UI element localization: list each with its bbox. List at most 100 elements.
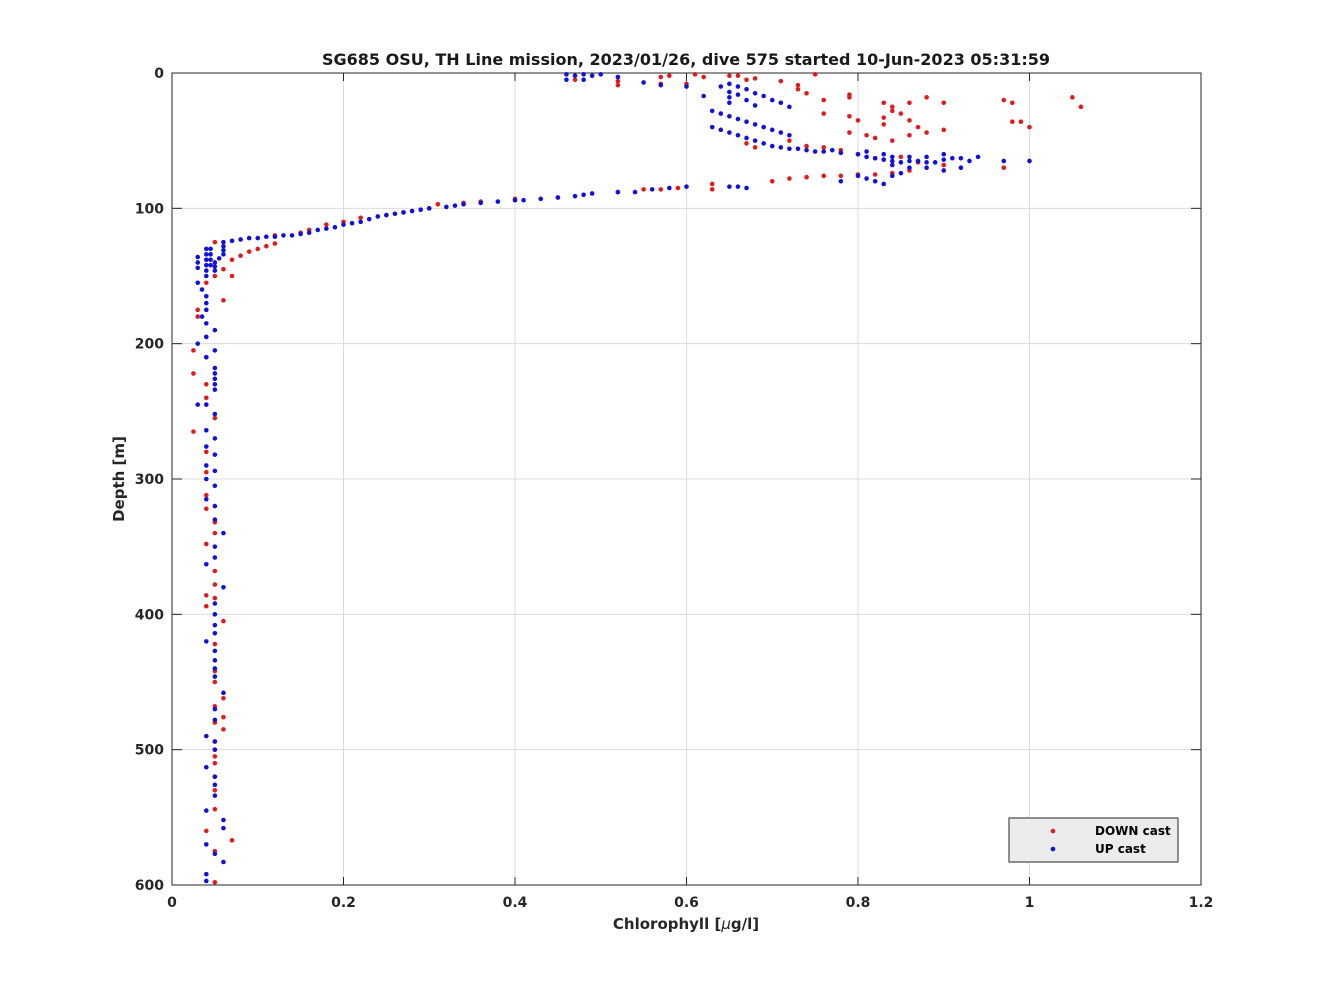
- up-cast-point: [461, 201, 466, 207]
- up-cast-point: [375, 214, 381, 219]
- up-cast-point: [221, 584, 226, 590]
- up-cast-point: [212, 747, 218, 752]
- down-cast-point: [615, 78, 621, 84]
- legend-label-up: UP cast: [1095, 842, 1146, 856]
- down-cast-point: [709, 181, 715, 187]
- up-cast-point: [718, 84, 724, 89]
- up-cast-point: [204, 246, 209, 252]
- down-cast-point: [1018, 119, 1024, 125]
- down-cast-point: [212, 595, 218, 601]
- up-cast-point: [212, 658, 218, 663]
- up-cast-point: [890, 162, 895, 168]
- down-cast-point: [855, 118, 861, 123]
- up-cast-point: [272, 234, 278, 240]
- down-cast-point: [204, 492, 209, 498]
- up-cast-point: [735, 116, 741, 122]
- down-cast-point: [812, 72, 818, 77]
- down-cast-point: [787, 176, 792, 181]
- up-cast-point: [204, 427, 209, 433]
- up-cast-point: [564, 77, 569, 83]
- down-cast-point: [204, 449, 209, 455]
- down-cast-point: [744, 77, 749, 83]
- up-cast-point: [349, 220, 355, 226]
- up-cast-point: [212, 264, 218, 269]
- up-cast-point: [572, 193, 578, 199]
- up-cast-point: [204, 307, 209, 313]
- up-cast-point: [204, 257, 209, 263]
- up-cast-point: [212, 555, 218, 560]
- up-cast-point: [221, 252, 226, 257]
- down-cast-point: [804, 143, 809, 149]
- up-cast-point: [667, 185, 672, 191]
- down-cast-point: [572, 77, 578, 83]
- legend-label-down: DOWN cast: [1095, 824, 1171, 838]
- down-cast-point: [204, 381, 209, 387]
- down-cast-point: [752, 145, 758, 150]
- up-cast-point: [804, 147, 809, 153]
- up-cast-point: [324, 226, 329, 231]
- up-cast-point: [221, 690, 226, 696]
- up-cast-point: [727, 95, 732, 100]
- y-tick-label: 600: [135, 878, 164, 894]
- up-cast-point: [401, 210, 406, 215]
- down-cast-point: [821, 111, 826, 116]
- up-cast-point: [195, 402, 201, 407]
- grid-lines: [171, 72, 1202, 886]
- up-cast-point: [212, 739, 218, 744]
- up-cast-point: [581, 72, 586, 77]
- down-cast-point: [924, 130, 929, 135]
- legend: DOWN cast UP cast: [1008, 817, 1179, 863]
- up-cast-point: [212, 648, 218, 654]
- y-tick-label: 100: [135, 201, 164, 217]
- up-cast-point: [212, 544, 218, 549]
- up-cast-point: [512, 197, 518, 203]
- up-cast-point: [204, 354, 209, 360]
- up-cast-point: [684, 184, 689, 189]
- down-cast-point: [272, 241, 278, 246]
- up-cast-point: [221, 530, 226, 536]
- up-cast-point: [581, 192, 586, 198]
- down-cast-point: [204, 541, 209, 547]
- up-cast-point: [212, 436, 218, 441]
- up-cast-point: [212, 483, 218, 489]
- up-cast-point: [204, 300, 209, 306]
- up-cast-point: [212, 622, 218, 628]
- x-axis-label: Chlorophyll [μg/l]: [613, 915, 759, 933]
- down-cast-point: [221, 618, 226, 624]
- down-cast-point: [1078, 104, 1084, 110]
- down-cast-point: [1070, 95, 1075, 100]
- up-cast-point: [212, 793, 218, 798]
- down-cast-point: [787, 138, 792, 143]
- up-cast-point: [898, 160, 904, 165]
- down-cast-point: [358, 215, 363, 221]
- down-cast-point: [191, 429, 196, 434]
- up-cast-point: [289, 233, 295, 238]
- up-cast-point: [941, 157, 947, 162]
- up-cast-point: [204, 334, 209, 340]
- up-cast-point: [598, 72, 604, 77]
- down-cast-point: [804, 174, 809, 180]
- up-cast-point: [727, 89, 732, 95]
- up-cast-point: [212, 630, 218, 636]
- up-cast-point: [1001, 158, 1007, 164]
- down-cast-point: [709, 187, 715, 192]
- down-cast-point: [229, 838, 235, 843]
- up-cast-point: [872, 155, 878, 161]
- up-cast-point: [229, 238, 235, 244]
- up-cast-point: [778, 130, 784, 135]
- data-points: [191, 72, 1084, 885]
- up-cast-point: [744, 135, 749, 141]
- up-cast-point: [727, 184, 732, 189]
- down-cast-point: [658, 74, 664, 80]
- down-cast-point: [204, 593, 209, 598]
- up-cast-point: [195, 280, 201, 286]
- up-cast-point: [907, 165, 912, 171]
- down-cast-point: [744, 141, 749, 146]
- up-cast-point: [950, 155, 955, 161]
- down-cast-point: [847, 114, 852, 119]
- up-cast-point: [204, 268, 209, 273]
- down-cast-point: [847, 130, 852, 135]
- up-cast-point: [709, 108, 715, 114]
- up-cast-point: [864, 154, 869, 160]
- down-cast-point: [907, 118, 912, 123]
